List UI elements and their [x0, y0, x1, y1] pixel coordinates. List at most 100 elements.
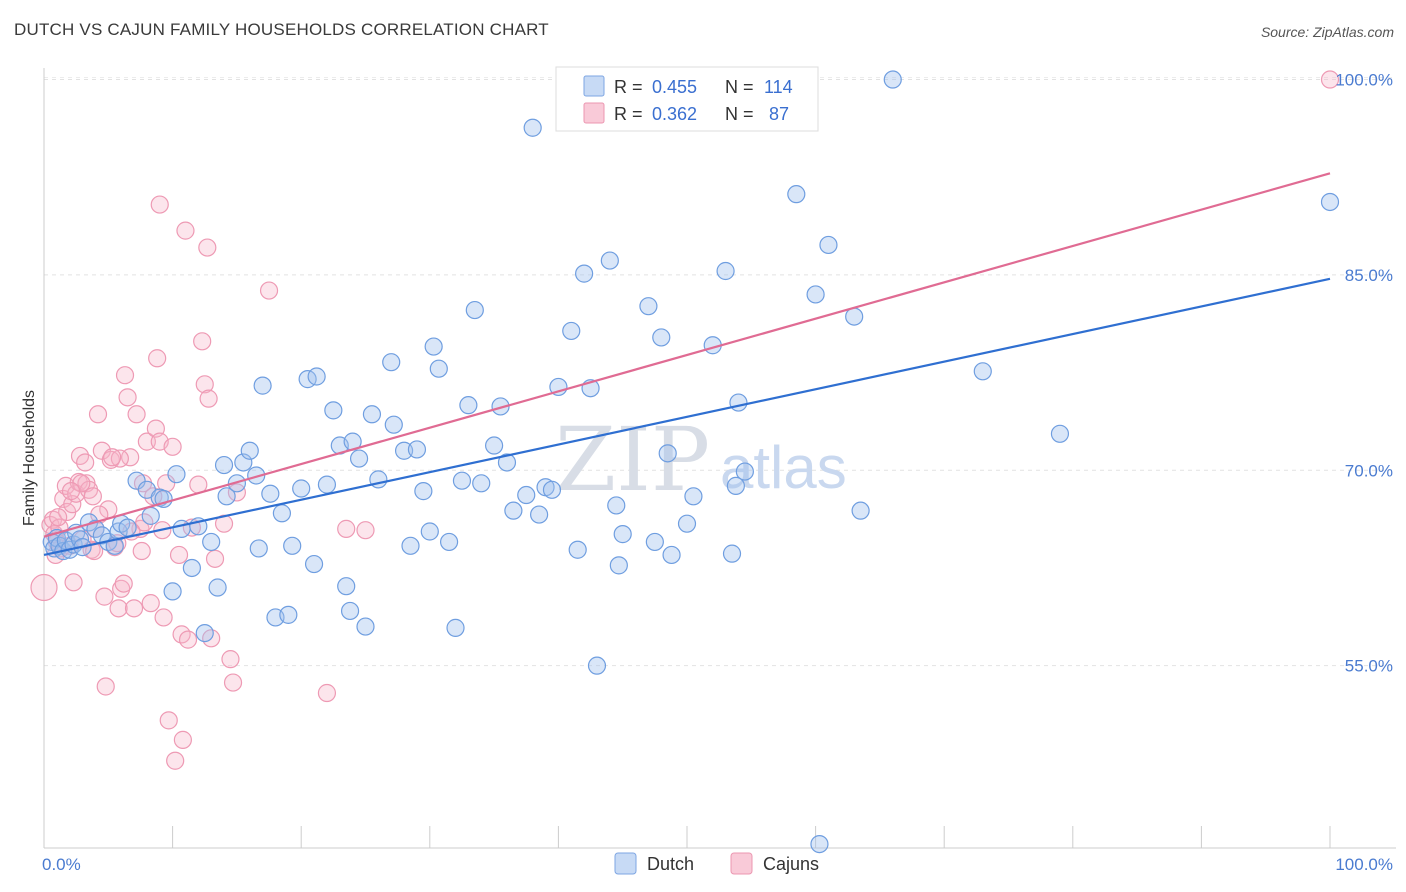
cajuns-point [49, 508, 68, 527]
dutch-point [356, 617, 375, 636]
dutch-point [497, 453, 517, 472]
cajuns-point [227, 483, 246, 502]
dutch-point [609, 556, 628, 575]
dutch-point [261, 484, 280, 503]
dutch-point [677, 514, 697, 533]
dutch-point [568, 540, 587, 559]
y-tick-label: 85.0% [1345, 266, 1393, 285]
cajuns-point [198, 238, 217, 257]
dutch-point [172, 519, 191, 538]
x-tick-labels: 0.0% 100.0% [42, 855, 1393, 874]
legend-cajuns-n-label: N = [725, 104, 754, 124]
dutch-point [86, 519, 105, 538]
dutch-point [214, 455, 234, 475]
cajuns-point [115, 366, 135, 385]
dutch-point [249, 539, 268, 558]
dutch-point [587, 656, 607, 675]
cajuns-point [259, 281, 279, 300]
watermark-atlas: atlas [720, 434, 847, 501]
dutch-point [613, 525, 632, 544]
cajuns-point [63, 495, 82, 514]
bottom-legend-cajuns-swatch [730, 852, 753, 875]
dutch-point [459, 396, 478, 415]
legend-dutch-r-label: R = [614, 77, 643, 97]
dutch-point [208, 578, 227, 597]
stats-legend: R = 0.455 N = 114 R = 0.362 N = 87 [555, 66, 819, 132]
cajuns-point [124, 599, 144, 618]
cajuns-point [135, 513, 154, 532]
legend-cajuns-r-value: 0.362 [652, 104, 697, 124]
dutch-point [279, 605, 298, 624]
cajuns-point [85, 541, 104, 561]
dutch-point [253, 376, 272, 395]
dutch-point [465, 300, 484, 320]
dutch-point [307, 367, 326, 386]
dutch-point [726, 476, 745, 496]
cajuns-point [137, 432, 156, 451]
cajuns-point [159, 711, 178, 730]
dutch-point [684, 487, 703, 506]
dutch-point [340, 601, 360, 621]
dutch-point [127, 471, 146, 490]
cajuns-point [83, 487, 102, 506]
dutch-point [401, 536, 420, 555]
dutch-point [283, 536, 302, 555]
dutch-point [1050, 424, 1070, 443]
dutch-point [600, 251, 619, 270]
legend-dutch-swatch [583, 75, 605, 97]
dutch-point [542, 480, 562, 499]
cajuns-point [199, 389, 218, 408]
dutch-point [414, 482, 433, 501]
dutch-point [362, 405, 382, 424]
cajuns-point [64, 573, 83, 592]
dutch-point [845, 307, 864, 326]
y-tick-label: 70.0% [1345, 461, 1393, 480]
cajuns-point [193, 332, 212, 351]
dutch-point [819, 235, 838, 255]
dutch-point [504, 501, 523, 520]
cajuns-point [176, 221, 195, 240]
cajuns-point [221, 650, 240, 669]
dutch-trend-line [43, 277, 1331, 557]
dutch-point [317, 475, 337, 494]
dutch-point [523, 118, 542, 137]
cajuns-point [109, 599, 128, 618]
dutch-point [810, 834, 829, 854]
cajuns-point [317, 683, 337, 703]
dutch-point [472, 474, 491, 493]
dutch-point [973, 362, 992, 381]
y-tick-labels: 55.0% 70.0% 85.0% 100.0% [1335, 71, 1393, 676]
watermark-zip: ZIP [555, 408, 710, 511]
dutch-point [424, 337, 443, 356]
x-tick-label: 0.0% [42, 855, 81, 874]
dutch-point [517, 485, 536, 505]
dutch-point [324, 401, 343, 420]
cajuns-point [103, 448, 122, 467]
dutch-point [195, 623, 214, 643]
dutch-point [167, 465, 186, 484]
cajuns-point [148, 349, 167, 368]
dutch-point [446, 618, 465, 637]
cajuns-point [154, 608, 173, 627]
legend-cajuns-swatch [583, 102, 605, 124]
y-tick-label: 55.0% [1345, 657, 1393, 676]
dutch-point [607, 496, 626, 515]
dutch-point [217, 487, 236, 506]
cajuns-point [337, 519, 356, 538]
cajuns-point [150, 195, 169, 214]
legend-dutch-r-value: 0.455 [652, 77, 697, 97]
legend-dutch-n-label: N = [725, 77, 754, 97]
cajuns-point [88, 405, 108, 424]
trend-lines [43, 172, 1331, 557]
cajuns-point [178, 630, 198, 649]
dutch-point [485, 436, 504, 455]
cajuns-point [163, 437, 182, 456]
dutch-point [429, 359, 448, 378]
cajuns-point [118, 388, 137, 407]
dutch-point [349, 449, 369, 468]
y-axis-label: Family Households [21, 390, 38, 526]
cajuns-point [173, 730, 192, 749]
cajuns-point [96, 677, 115, 696]
dutch-point [729, 393, 748, 412]
dutch-point [562, 321, 581, 341]
